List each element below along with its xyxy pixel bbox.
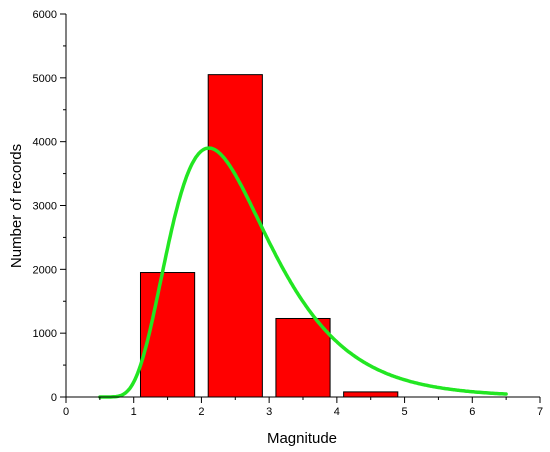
y-axis-title: Number of records	[8, 144, 25, 268]
bars-layer	[139, 74, 399, 398]
y-tick-label: 0	[51, 392, 57, 404]
y-tick-label: 5000	[33, 73, 57, 85]
y-tick-label: 4000	[33, 137, 57, 149]
y-tick-label: 1000	[33, 328, 57, 340]
fit-curve	[98, 146, 508, 399]
x-tick-label: 5	[402, 406, 408, 418]
bar-2	[207, 74, 263, 398]
x-tick-label: 1	[131, 406, 137, 418]
y-tick-label: 6000	[33, 9, 57, 21]
x-tick-label: 7	[537, 406, 543, 418]
y-tick-label: 2000	[33, 264, 57, 276]
x-tick-label: 0	[63, 406, 69, 418]
bar-4	[343, 391, 399, 398]
x-tick-label: 2	[198, 406, 204, 418]
bar-3	[275, 317, 331, 398]
x-tick-label: 6	[469, 406, 475, 418]
x-tick-label: 3	[266, 406, 272, 418]
fit-curve-layer	[98, 146, 508, 399]
x-tick-label: 4	[334, 406, 340, 418]
y-tick-label: 3000	[33, 201, 57, 213]
axes-layer: 0 1 2 3 4 5 6 7 0 1000 2000 3000 4000 5000 6000	[33, 9, 544, 418]
x-axis-title: Magnitude	[267, 430, 337, 447]
